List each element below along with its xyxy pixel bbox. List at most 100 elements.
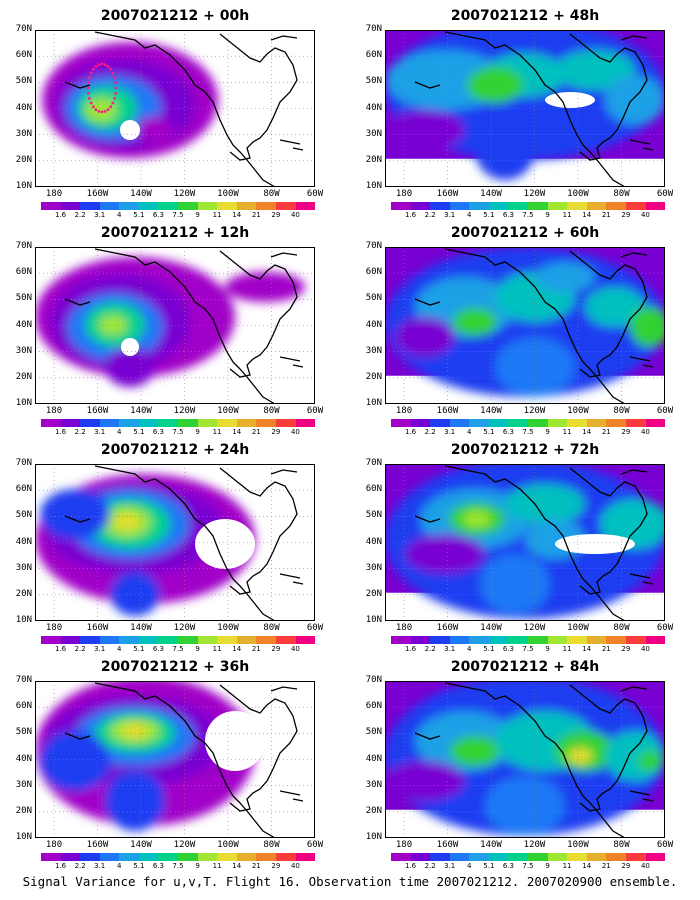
longitude-label: 100W xyxy=(217,406,239,416)
colorbar-swatch xyxy=(567,853,587,861)
colorbar-swatch xyxy=(275,853,296,861)
colorbar-swatch xyxy=(430,853,450,861)
colorbar-label: 2.2 xyxy=(74,428,86,436)
colorbar-swatch xyxy=(295,853,316,861)
latitude-label: 20N xyxy=(15,805,32,816)
colorbar-label: 1.6 xyxy=(404,428,417,436)
variance-map xyxy=(385,464,665,621)
colorbar-swatch xyxy=(469,636,489,644)
colorbar-swatch xyxy=(158,419,179,427)
colorbar-swatch xyxy=(567,419,587,427)
colorbar-swatch xyxy=(410,636,431,644)
colorbar-swatch xyxy=(449,636,470,644)
latitude-label: 30N xyxy=(365,128,382,139)
longitude-label: 80W xyxy=(613,623,630,633)
latitude-label: 20N xyxy=(365,371,382,382)
colorbar-swatch xyxy=(197,853,218,861)
colorbar-swatch xyxy=(508,202,529,210)
colorbar-label: 6.3 xyxy=(502,645,514,653)
colorbar-label: 5.1 xyxy=(483,211,495,219)
colorbar-swatch xyxy=(586,202,607,210)
longitude-label: 80W xyxy=(613,406,630,416)
colorbar-label: 2.2 xyxy=(424,428,436,436)
colorbar-label: 7.5 xyxy=(522,862,534,870)
colorbar xyxy=(41,419,316,427)
colorbar-label: 1.6 xyxy=(54,211,67,219)
latitude-label: 40N xyxy=(365,536,382,547)
colorbar-swatch xyxy=(256,853,276,861)
longitude-label: 120W xyxy=(523,189,546,199)
longitude-label: 140W xyxy=(480,840,502,850)
latitude-label: 30N xyxy=(15,345,32,356)
colorbar-swatch xyxy=(138,853,159,861)
colorbar-label: 21 xyxy=(601,645,611,653)
colorbar-label: 5.1 xyxy=(133,862,145,870)
colorbar-label: 7.5 xyxy=(172,645,184,653)
colorbar-swatch xyxy=(178,636,198,644)
colorbar-label: 4 xyxy=(117,862,122,870)
longitude-label: 120W xyxy=(523,406,546,416)
colorbar-swatch xyxy=(119,636,139,644)
colorbar-label: 1.6 xyxy=(54,645,67,653)
colorbar-swatch xyxy=(625,853,646,861)
variance-map xyxy=(385,681,665,838)
colorbar-swatch xyxy=(197,636,218,644)
colorbar-label: 14 xyxy=(232,211,242,219)
longitude-label: 60W xyxy=(656,840,674,850)
colorbar-swatch xyxy=(178,202,198,210)
colorbar-label: 40 xyxy=(640,428,650,436)
colorbar-swatch xyxy=(138,636,159,644)
colorbar-label: 5.1 xyxy=(483,862,495,870)
colorbar-label: 6.3 xyxy=(152,862,164,870)
colorbar-swatch xyxy=(645,202,666,210)
colorbar-swatch xyxy=(528,202,548,210)
colorbar-label: 9 xyxy=(195,428,200,436)
longitude-label: 180 xyxy=(395,406,413,416)
latitude-label: 60N xyxy=(365,50,382,61)
colorbar-label: 7.5 xyxy=(172,211,184,219)
longitude-label: 80W xyxy=(263,406,280,416)
colorbar-swatch xyxy=(586,853,607,861)
colorbar-swatch xyxy=(99,202,120,210)
colorbar-swatch xyxy=(217,636,237,644)
latitude-label: 10N xyxy=(15,615,32,625)
colorbar-label: 3.1 xyxy=(94,862,106,870)
colorbar-label: 2.2 xyxy=(74,862,86,870)
colorbar-swatch xyxy=(469,419,489,427)
longitude-label: 180 xyxy=(395,189,413,199)
colorbar-swatch xyxy=(80,636,100,644)
colorbar-swatch xyxy=(158,202,179,210)
longitude-label: 140W xyxy=(130,189,152,199)
colorbar-label: 9 xyxy=(545,645,550,653)
colorbar-label: 6.3 xyxy=(152,211,164,219)
colorbar-swatch xyxy=(60,419,81,427)
colorbar-label: 21 xyxy=(601,428,611,436)
colorbar-swatch xyxy=(410,202,431,210)
latitude-label: 70N xyxy=(15,241,32,251)
colorbar-swatch xyxy=(586,419,607,427)
colorbar-swatch xyxy=(197,419,218,427)
longitude-label: 160W xyxy=(86,623,109,633)
colorbar-swatch xyxy=(99,419,120,427)
latitude-label: 70N xyxy=(15,458,32,468)
longitude-label: 160W xyxy=(86,840,109,850)
colorbar-label: 2.2 xyxy=(424,862,436,870)
latitude-label: 40N xyxy=(15,536,32,547)
longitude-label: 60W xyxy=(656,623,674,633)
colorbar-swatch xyxy=(645,419,666,427)
colorbar-label: 11 xyxy=(562,862,572,870)
colorbar-label: 2.2 xyxy=(424,211,436,219)
longitude-label: 140W xyxy=(130,623,152,633)
colorbar-swatch xyxy=(178,853,198,861)
colorbar-swatch xyxy=(606,853,626,861)
colorbar-swatch xyxy=(217,419,237,427)
colorbar-swatch xyxy=(469,202,489,210)
colorbar-swatch xyxy=(645,636,666,644)
longitude-label: 180 xyxy=(45,840,63,850)
colorbar-label: 14 xyxy=(232,862,242,870)
colorbar-label: 21 xyxy=(251,428,261,436)
colorbar xyxy=(391,636,666,644)
figure-caption: Signal Variance for u,v,T. Flight 16. Ob… xyxy=(22,874,678,889)
longitude-label: 60W xyxy=(656,189,674,199)
colorbar-swatch xyxy=(625,202,646,210)
